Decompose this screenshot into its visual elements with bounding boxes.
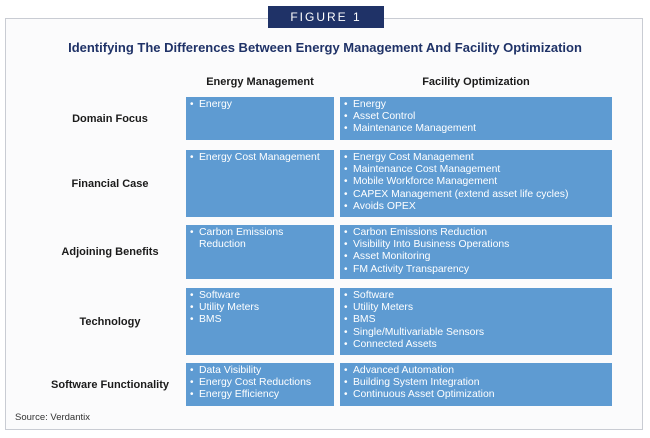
cell-energy-adjoining-benefits: Carbon Emissions Reduction bbox=[186, 225, 334, 279]
list-item: Utility Meters bbox=[344, 302, 608, 314]
cell-facility-adjoining-benefits: Carbon Emissions Reduction Visibility In… bbox=[340, 225, 612, 279]
list-item: Avoids OPEX bbox=[344, 201, 608, 213]
list-item: Energy Efficiency bbox=[190, 389, 330, 401]
row-label-domain-focus: Domain Focus bbox=[72, 112, 148, 125]
cell-energy-software-functionality: Data Visibility Energy Cost Reductions E… bbox=[186, 363, 334, 406]
list-item: Energy bbox=[344, 99, 608, 111]
cell-energy-technology: Software Utility Meters BMS bbox=[186, 288, 334, 355]
list-item: Energy bbox=[190, 99, 330, 111]
figure-frame bbox=[5, 18, 643, 430]
list-item: Energy Cost Management bbox=[190, 152, 330, 164]
list-item: Software bbox=[344, 290, 608, 302]
list-item: Asset Monitoring bbox=[344, 251, 608, 263]
source-note: Source: Verdantix bbox=[15, 412, 90, 423]
list-item: Energy Cost Reductions bbox=[190, 377, 330, 389]
figure-title: Identifying The Differences Between Ener… bbox=[68, 40, 582, 55]
column-header-facility-optimization: Facility Optimization bbox=[422, 76, 530, 88]
cell-energy-financial-case: Energy Cost Management bbox=[186, 150, 334, 217]
cell-facility-software-functionality: Advanced Automation Building System Inte… bbox=[340, 363, 612, 406]
cell-facility-domain-focus: Energy Asset Control Maintenance Managem… bbox=[340, 97, 612, 140]
list-item: CAPEX Management (extend asset life cycl… bbox=[344, 189, 608, 201]
list-item: Single/Multivariable Sensors bbox=[344, 327, 608, 339]
row-label-technology: Technology bbox=[79, 315, 141, 328]
list-item: Maintenance Management bbox=[344, 123, 608, 135]
row-label-software-functionality: Software Functionality bbox=[51, 378, 169, 391]
cell-facility-technology: Software Utility Meters BMS Single/Multi… bbox=[340, 288, 612, 355]
list-item: Advanced Automation bbox=[344, 365, 608, 377]
cell-facility-financial-case: Energy Cost Management Maintenance Cost … bbox=[340, 150, 612, 217]
list-item: Carbon Emissions Reduction bbox=[344, 227, 608, 239]
list-item: Visibility Into Business Operations bbox=[344, 239, 608, 251]
cell-energy-domain-focus: Energy bbox=[186, 97, 334, 140]
row-label-adjoining-benefits: Adjoining Benefits bbox=[61, 246, 159, 258]
list-item: Data Visibility bbox=[190, 365, 330, 377]
list-item: Carbon Emissions Reduction bbox=[190, 227, 330, 251]
list-item: Software bbox=[190, 290, 330, 302]
list-item: Asset Control bbox=[344, 111, 608, 123]
list-item: Connected Assets bbox=[344, 339, 608, 351]
list-item: Continuous Asset Optimization bbox=[344, 389, 608, 401]
list-item: Utility Meters bbox=[190, 302, 330, 314]
list-item: Mobile Workforce Management bbox=[344, 176, 608, 188]
column-header-energy-management: Energy Management bbox=[206, 76, 314, 88]
figure-label: FIGURE 1 bbox=[268, 6, 384, 28]
row-label-financial-case: Financial Case bbox=[71, 177, 149, 190]
list-item: BMS bbox=[190, 314, 330, 326]
list-item: BMS bbox=[344, 314, 608, 326]
list-item: Maintenance Cost Management bbox=[344, 164, 608, 176]
list-item: FM Activity Transparency bbox=[344, 264, 608, 276]
list-item: Building System Integration bbox=[344, 377, 608, 389]
list-item: Energy Cost Management bbox=[344, 152, 608, 164]
